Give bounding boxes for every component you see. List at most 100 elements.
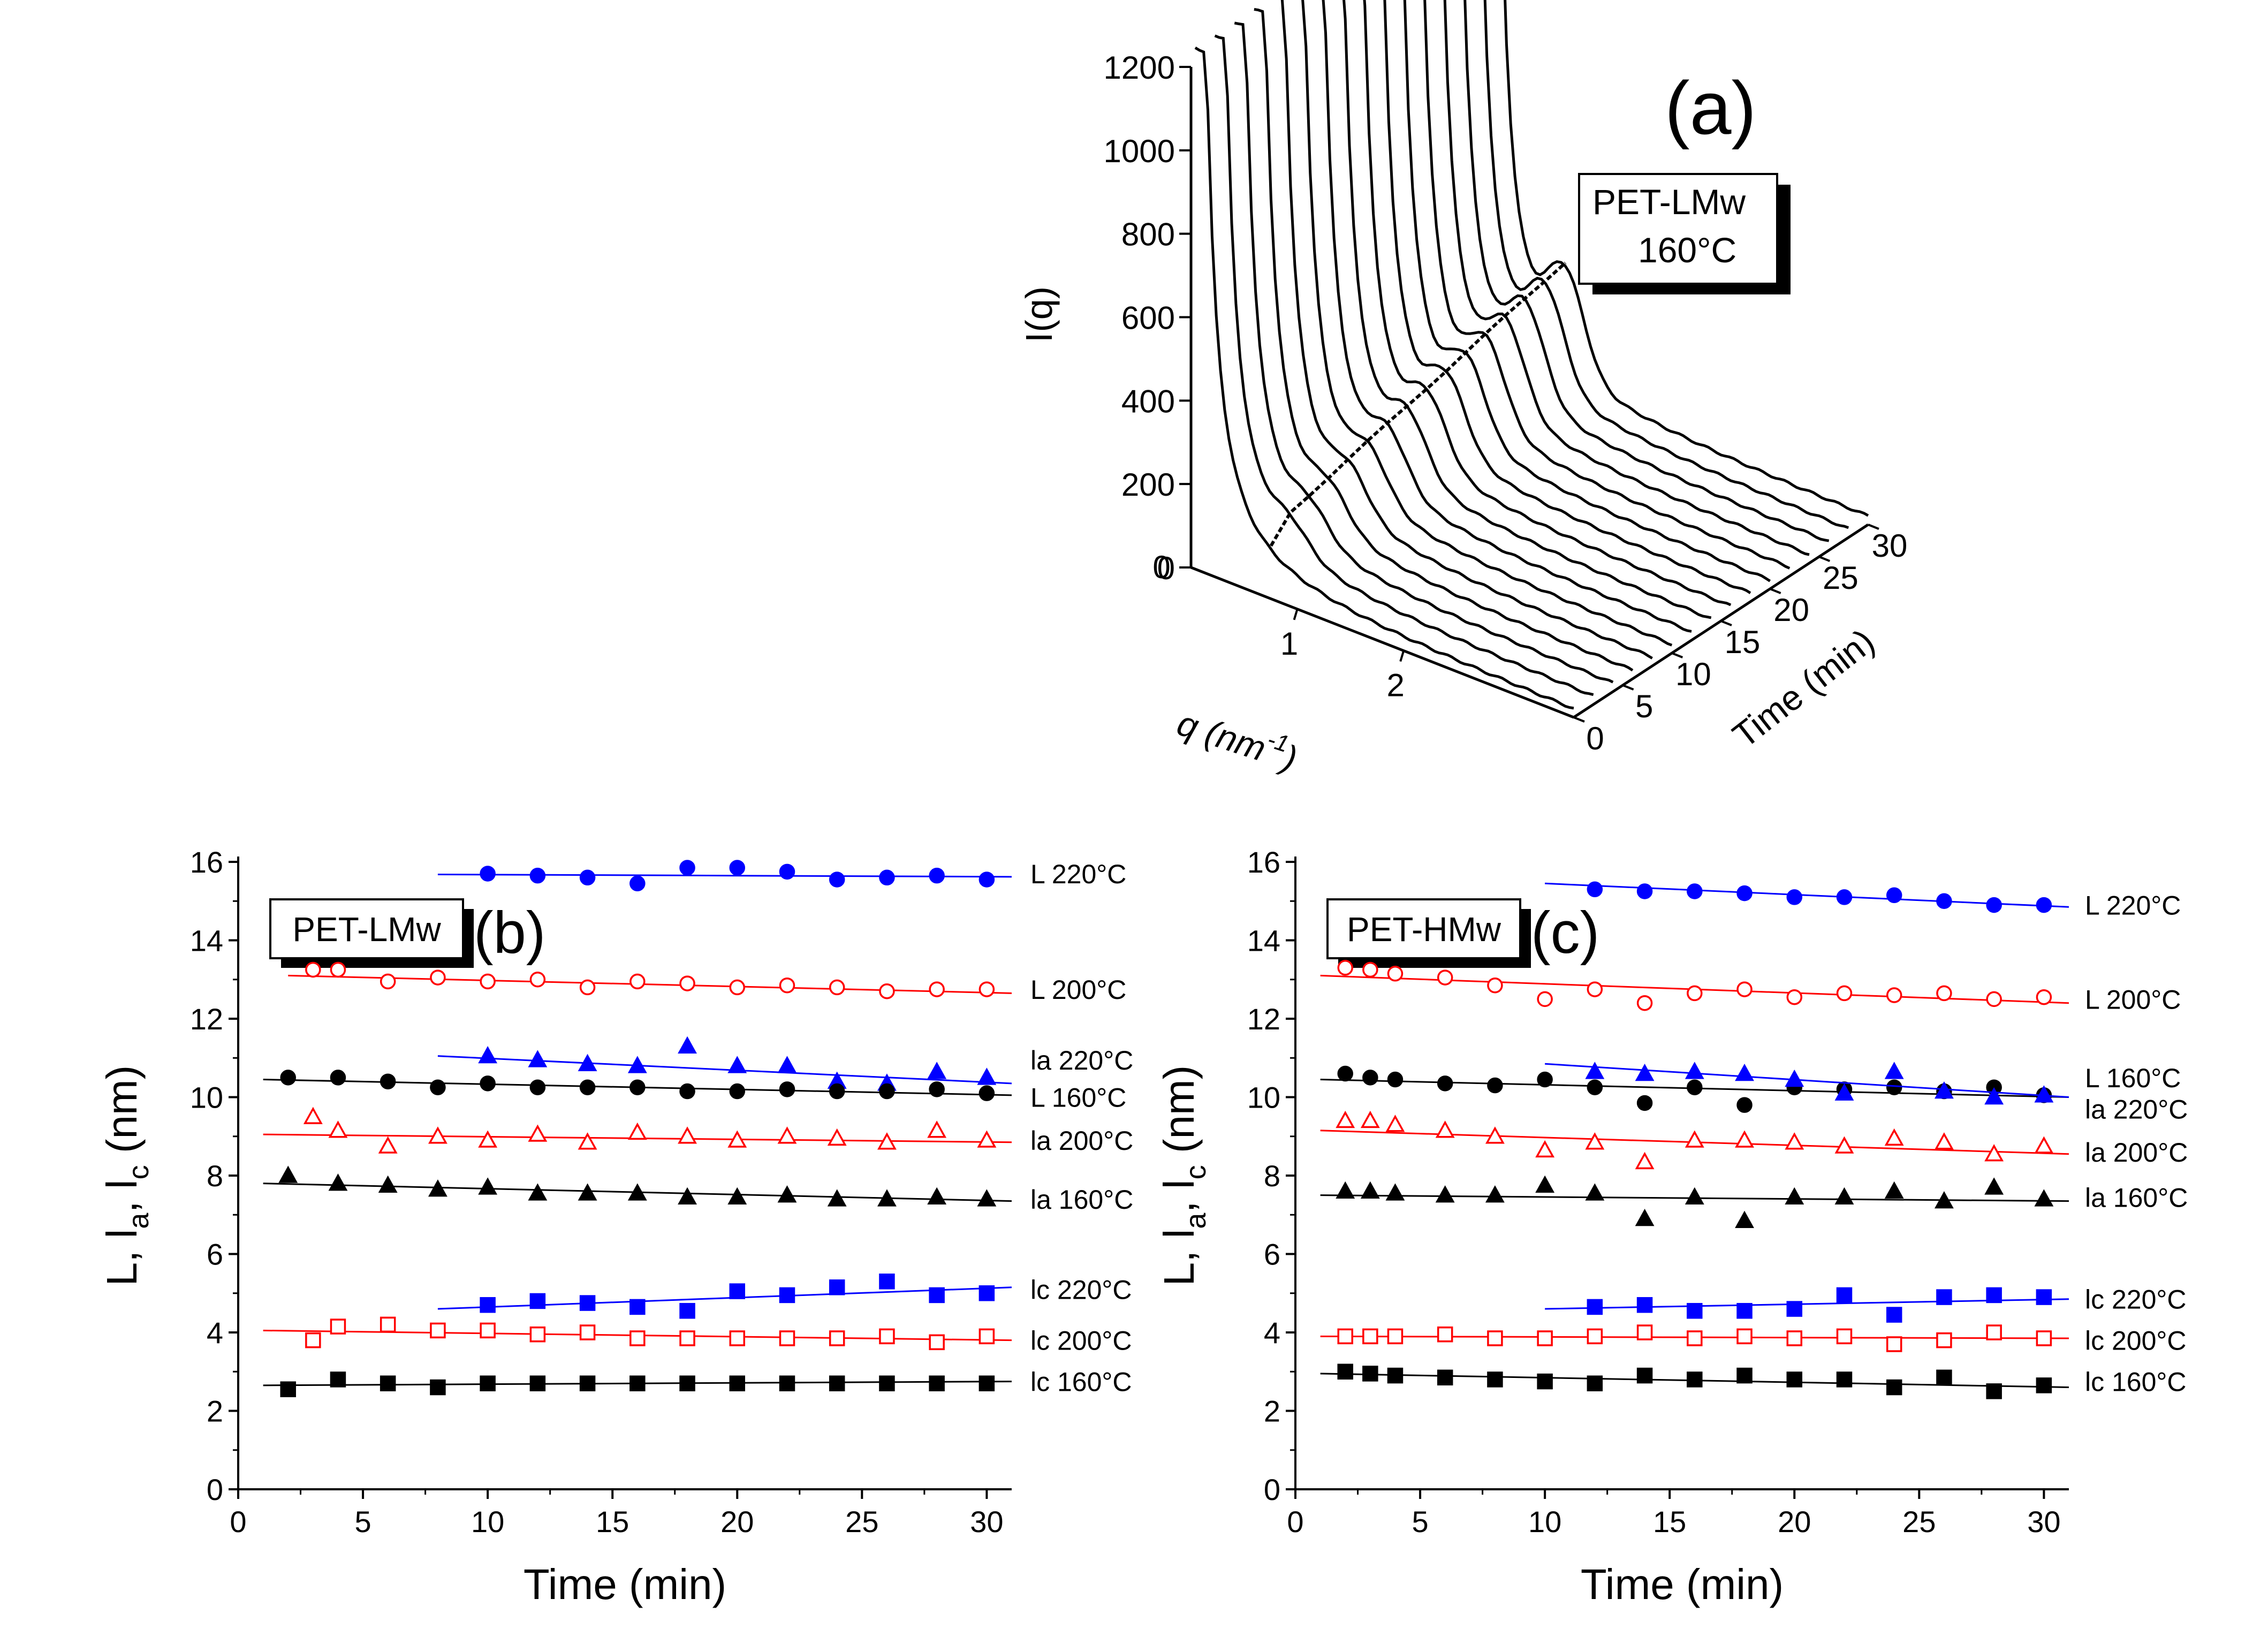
- data-point: [729, 979, 746, 996]
- data-point: [1537, 1330, 1553, 1346]
- data-point: [579, 1295, 596, 1311]
- data-point: [1636, 1095, 1653, 1111]
- a-curve: [1403, 0, 1771, 582]
- data-point: [679, 975, 695, 991]
- series-label: L 220°C: [2085, 891, 2181, 921]
- data-point: [1537, 991, 1553, 1007]
- data-point: [978, 1328, 995, 1345]
- data-point: [330, 1070, 346, 1086]
- a-origin-label: 0: [1152, 549, 1170, 585]
- series-label: lc 160°C: [1030, 1367, 1132, 1397]
- data-point: [1487, 1077, 1503, 1094]
- data-point: [729, 860, 746, 876]
- data-point: [879, 1274, 895, 1290]
- a-panel-label: (a): [1665, 66, 1756, 150]
- data-point: [1986, 1383, 2002, 1399]
- data-point: [977, 1067, 997, 1085]
- series-label: la 220°C: [2085, 1094, 2188, 1124]
- data-point: [528, 1124, 548, 1142]
- y-tick-label: 2: [1264, 1395, 1280, 1428]
- data-point: [529, 1326, 546, 1343]
- y-tick-label: 8: [1264, 1159, 1280, 1193]
- series-label: L 160°C: [1030, 1083, 1126, 1113]
- a-q-axis-line: [1190, 566, 1574, 719]
- data-point: [1337, 960, 1353, 976]
- data-point: [378, 1136, 398, 1154]
- data-point: [428, 1126, 447, 1144]
- data-point: [1360, 1110, 1380, 1128]
- y-tick-label: 10: [190, 1081, 223, 1115]
- data-point: [1935, 1132, 1954, 1150]
- data-point: [1587, 881, 1603, 898]
- fit-line: [1545, 1063, 2069, 1098]
- data-point: [777, 1126, 797, 1144]
- x-tick-label: 20: [720, 1505, 754, 1539]
- y-tick-label: 0: [207, 1473, 223, 1506]
- a-time-tick: [1720, 620, 1732, 626]
- x-tick-label: 30: [2027, 1505, 2060, 1539]
- y-tick-label: 10: [1247, 1081, 1280, 1115]
- data-point: [829, 1330, 845, 1346]
- data-point: [727, 1056, 747, 1073]
- y-axis-label: L, la, lc (nm): [98, 1065, 155, 1286]
- a-curve: [1322, 0, 1692, 633]
- data-point: [378, 1175, 398, 1193]
- x-tick-label: 5: [1412, 1505, 1428, 1539]
- data-point: [1984, 1087, 2004, 1105]
- data-point: [1587, 1299, 1603, 1315]
- data-point: [1736, 1302, 1753, 1319]
- a-box-line2: 160°C: [1638, 230, 1736, 270]
- data-point: [1736, 1097, 1753, 1113]
- y-tick-label: 4: [1264, 1316, 1280, 1350]
- data-point: [1635, 1209, 1655, 1226]
- data-point: [1935, 1081, 1954, 1099]
- data-point: [1635, 1063, 1655, 1081]
- data-point: [779, 1287, 795, 1304]
- data-point: [305, 1332, 321, 1348]
- a-curve: [1194, 47, 1574, 710]
- data-point: [1936, 1289, 1952, 1305]
- data-point: [1435, 1120, 1455, 1138]
- data-point: [1360, 1181, 1380, 1199]
- y-axis-label-l: L, l: [1155, 1229, 1203, 1286]
- data-point: [1735, 1130, 1754, 1148]
- data-point: [328, 1120, 348, 1138]
- data-point: [629, 1330, 646, 1346]
- data-point: [1736, 885, 1753, 901]
- data-point: [1435, 1185, 1455, 1203]
- data-point: [529, 867, 546, 884]
- data-point: [1836, 1372, 1853, 1388]
- data-point: [679, 1083, 695, 1100]
- series-label: L 220°C: [1030, 859, 1126, 889]
- data-point: [1587, 1328, 1603, 1345]
- data-point: [428, 1179, 447, 1197]
- data-point: [478, 1130, 498, 1148]
- data-point: [929, 981, 945, 997]
- data-point: [278, 1165, 298, 1183]
- series: lc 200°C: [1320, 1324, 2187, 1356]
- data-point: [1587, 981, 1603, 997]
- data-point: [1437, 1369, 1453, 1385]
- data-point: [529, 1375, 546, 1391]
- data-point: [1487, 1330, 1503, 1346]
- data-point: [977, 1189, 997, 1207]
- series: la 160°C: [263, 1165, 1133, 1215]
- a-peak-ridge: [1269, 261, 1567, 547]
- a-curve: [1234, 21, 1614, 684]
- a-y-tick-label: 400: [1121, 383, 1175, 419]
- y-axis-label-sub-a: a: [1180, 1213, 1212, 1229]
- x-tick-label: 25: [845, 1505, 878, 1539]
- data-point: [727, 1130, 747, 1148]
- a-curve: [1280, 0, 1653, 660]
- a-curve: [1443, 0, 1810, 556]
- data-point: [978, 1375, 995, 1391]
- title-box: [269, 898, 464, 959]
- y-tick-label: 8: [207, 1159, 223, 1193]
- panel-label: (c): [1531, 900, 1599, 966]
- data-point: [280, 1381, 296, 1397]
- data-point: [2036, 989, 2052, 1005]
- data-point: [1886, 887, 1902, 904]
- y-tick-label: 12: [1247, 1002, 1280, 1036]
- a-time-tick: [1769, 588, 1781, 594]
